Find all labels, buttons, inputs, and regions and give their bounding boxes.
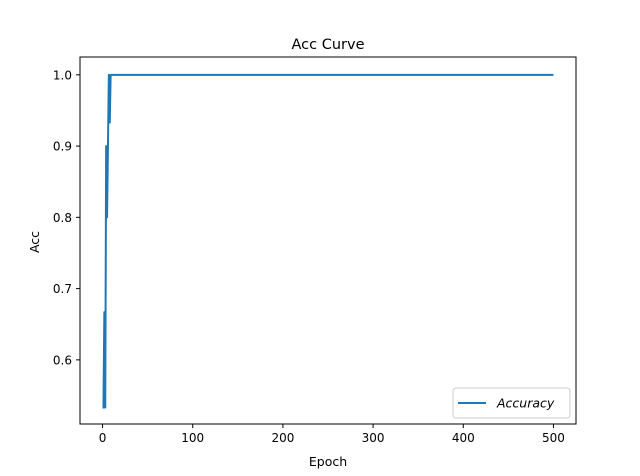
y-tick-label: 1.0: [53, 68, 72, 82]
y-tick-label: 0.8: [53, 211, 72, 225]
x-tick-label: 0: [99, 431, 107, 445]
legend: Accuracy: [452, 387, 571, 419]
axes-frame: [79, 56, 577, 425]
y-tick-label: 0.6: [53, 353, 72, 367]
series-layer: [102, 73, 554, 409]
plot-area: [79, 56, 577, 425]
y-tick-label: 0.7: [53, 282, 72, 296]
x-tick-label: 200: [271, 431, 294, 445]
legend-label-accuracy: Accuracy: [496, 396, 555, 411]
x-axis-label: Epoch: [309, 454, 347, 469]
x-tick-label: 100: [181, 431, 204, 445]
y-tick-label: 0.9: [53, 140, 72, 154]
x-tick-label: 400: [452, 431, 475, 445]
legend-box: [452, 387, 571, 419]
x-tick-label: 300: [362, 431, 385, 445]
x-axis-ticks: 0 100 200 300 400 500: [99, 424, 565, 445]
chart-title: Acc Curve: [292, 37, 365, 53]
y-axis-ticks: 0.6 0.7 0.8 0.9 1.0: [53, 68, 80, 367]
x-tick-label: 500: [542, 431, 565, 445]
series-line-accuracy: [102, 73, 554, 409]
y-axis-label: Acc: [27, 231, 42, 253]
